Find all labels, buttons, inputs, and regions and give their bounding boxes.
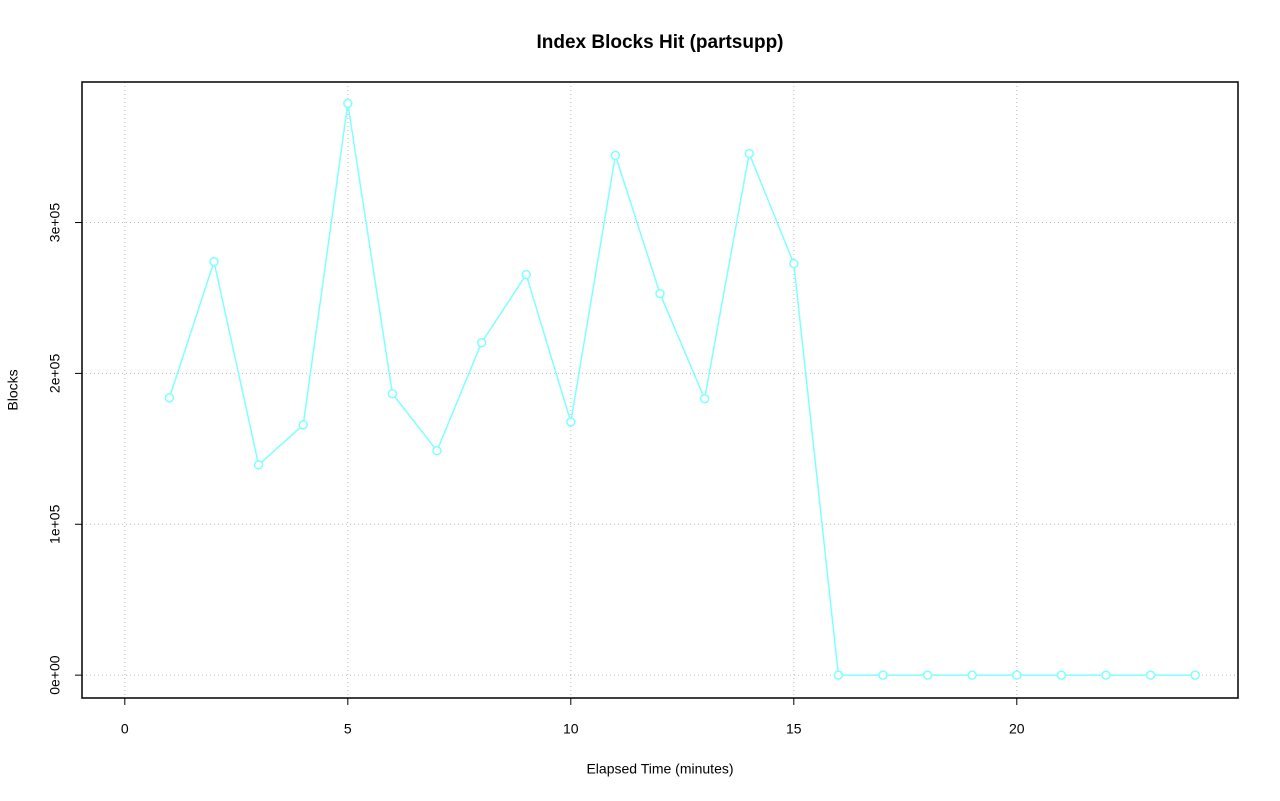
series-line	[168, 103, 1196, 676]
x-tick-label: 20	[1009, 721, 1025, 737]
y-axis-label: Blocks	[5, 369, 21, 410]
data-point	[432, 446, 442, 456]
data-point	[610, 150, 621, 161]
data-point	[566, 417, 576, 427]
data-point	[298, 420, 308, 430]
y-tick-label: 0e+00	[47, 655, 63, 695]
data-point	[878, 670, 888, 680]
x-axis-label: Elapsed Time (minutes)	[586, 761, 733, 777]
data-point	[164, 393, 175, 403]
data-point	[209, 256, 219, 267]
data-point	[521, 269, 531, 280]
data-point	[789, 258, 799, 269]
data-point	[699, 394, 710, 404]
x-tick-label: 0	[121, 721, 129, 737]
data-point	[967, 670, 977, 680]
data-point	[1056, 670, 1067, 680]
plot-frame	[81, 81, 1239, 699]
data-point	[253, 460, 264, 470]
data-point	[922, 670, 933, 680]
data-point	[1012, 670, 1022, 680]
x-tick-label: 5	[344, 721, 352, 737]
chart-title: Index Blocks Hit (partsupp)	[536, 32, 783, 53]
y-tick-label: 2e+05	[47, 354, 63, 394]
data-point	[1101, 670, 1111, 680]
data-point	[343, 98, 353, 109]
data-point	[655, 288, 665, 299]
y-tick-label: 1e+05	[47, 504, 63, 544]
data-point	[476, 337, 487, 348]
x-tick-label: 15	[786, 721, 802, 737]
data-point	[1190, 670, 1200, 680]
x-tick-label: 10	[563, 721, 579, 737]
y-tick-label: 3e+05	[47, 203, 63, 243]
data-point	[387, 389, 398, 399]
data-point	[833, 670, 844, 680]
data-point	[744, 148, 754, 159]
data-point	[1145, 670, 1156, 680]
